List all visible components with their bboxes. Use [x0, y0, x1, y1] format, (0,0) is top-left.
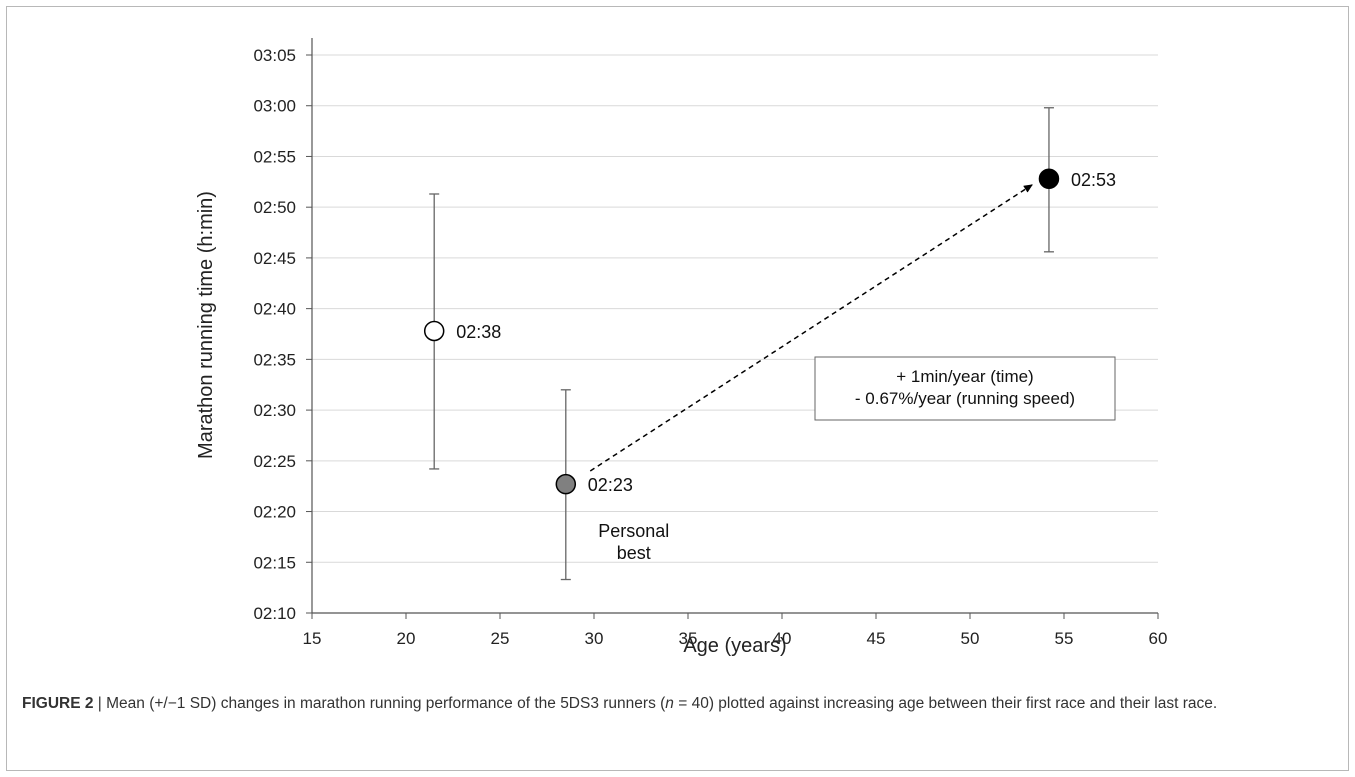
y-axis-label: Marathon running time (h:min): [195, 191, 217, 459]
y-tick-label: 02:30: [253, 401, 296, 420]
x-tick-label: 15: [303, 629, 322, 648]
y-tick-label: 02:55: [253, 147, 296, 166]
annotation-box-line: + 1min/year (time): [896, 367, 1033, 386]
caption-n-symbol: n: [665, 695, 674, 712]
x-tick-label: 25: [491, 629, 510, 648]
caption-separator: |: [93, 695, 107, 712]
caption-text-1: Mean (+/−1 SD) changes in marathon runni…: [106, 695, 666, 712]
annotation-box-rect: [814, 356, 1116, 421]
data-label: 02:53: [1071, 170, 1116, 190]
x-tick-label: 30: [585, 629, 604, 648]
y-tick-label: 03:00: [253, 97, 296, 116]
y-tick-label: 02:15: [253, 553, 296, 572]
x-axis-label: Age (years): [683, 635, 786, 657]
y-tick-label: 02:10: [253, 604, 296, 623]
x-tick-label: 40: [773, 629, 792, 648]
trend-arrow-line: [589, 184, 1033, 472]
y-tick-label: 02:50: [253, 198, 296, 217]
data-point: [1038, 168, 1060, 190]
x-tick-label: 50: [961, 629, 980, 648]
figure-frame: [6, 6, 1349, 771]
annotation-box: + 1min/year (time) - 0.67%/year (running …: [814, 356, 1116, 421]
y-tick-labels: 02:10 02:15 02:20 02:25 02:30 02:35 02:40 02:45…: [253, 46, 296, 623]
data-point: [423, 320, 445, 342]
x-tick-label: 45: [867, 629, 886, 648]
data-label: 02:23: [588, 475, 633, 495]
x-tick-label: 35: [679, 629, 698, 648]
x-tick-label: 20: [397, 629, 416, 648]
chart: 15 20 25 30 35 40 45 50 55 60 02:10 02:15 02:20 02:2…: [195, 38, 1168, 657]
axes: [311, 38, 1159, 619]
x-tick-label: 60: [1149, 629, 1168, 648]
y-tick-label: 02:35: [253, 350, 296, 369]
caption-label: FIGURE 2: [22, 695, 94, 712]
data-label: 02:38: [456, 322, 501, 342]
y-tick-label: 02:25: [253, 452, 296, 471]
y-tick-label: 02:20: [253, 503, 296, 522]
caption-text-2: = 40) plotted against increasing age bet…: [673, 695, 1218, 712]
y-tick-label: 02:45: [253, 249, 296, 268]
data-point: [555, 473, 577, 495]
y-tick-label: 03:05: [253, 46, 296, 65]
annotation-box-line: - 0.67%/year (running speed): [855, 389, 1075, 408]
figure-caption: FIGURE 2 | Mean (+/−1 SD) changes in mar…: [22, 692, 1332, 716]
x-tick-labels: 15 20 25 30 35 40 45 50 55 60: [303, 629, 1168, 648]
y-tick-label: 02:40: [253, 300, 296, 319]
point-annotation: Personal: [598, 521, 669, 541]
point-annotation: best: [617, 543, 651, 563]
x-tick-label: 55: [1055, 629, 1074, 648]
trend-arrow: [589, 184, 1033, 472]
